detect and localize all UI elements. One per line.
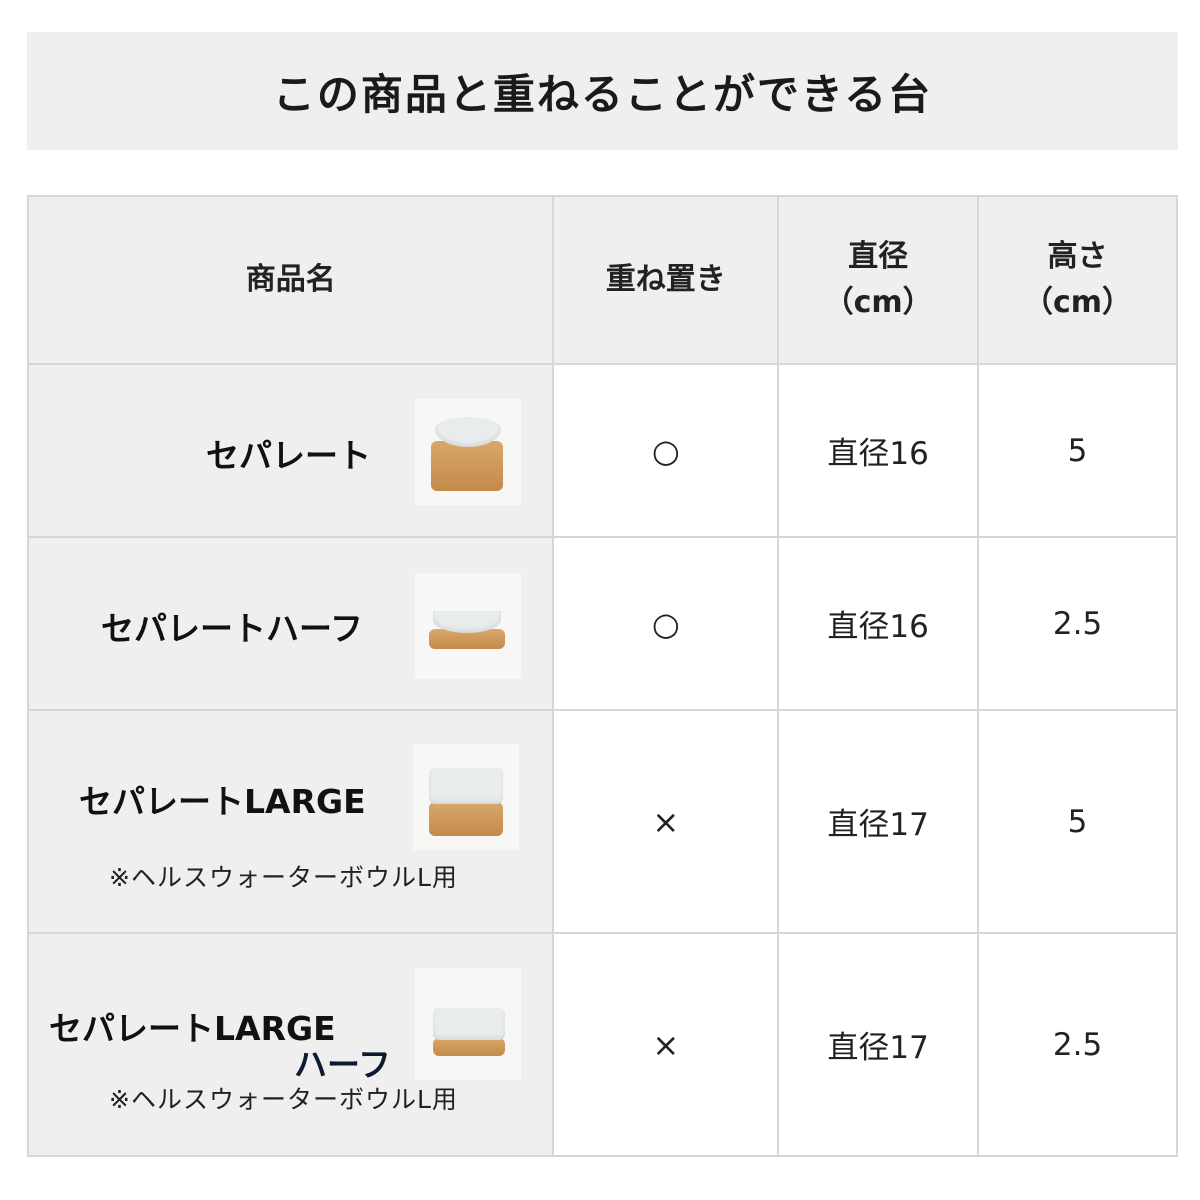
stackable-value: ○	[552, 363, 780, 538]
height-value: 5	[977, 363, 1178, 538]
product-name: セパレートLARGE	[79, 782, 366, 821]
height-value: 5	[977, 709, 1178, 934]
product-cell: セパレートLARGE ハーフ ※ヘルスウォーターボウルL用	[26, 932, 555, 1157]
diameter-value: 直径17	[777, 932, 980, 1157]
stackable-base-table: 商品名 重ね置き 直径 （cm） 高さ （cm） セパレート ○ 直径16 5 セパ…	[26, 195, 1178, 1157]
table-row: セパレート ○ 直径16 5	[26, 363, 1178, 538]
product-cell: セパレート	[26, 363, 555, 538]
header-product-name: 商品名	[26, 195, 555, 365]
stackable-value: ○	[552, 536, 780, 711]
header-diameter: 直径 （cm）	[777, 195, 980, 365]
product-image	[413, 744, 519, 850]
product-name-line2: ハーフ	[294, 1045, 392, 1084]
diameter-value: 直径16	[777, 536, 980, 711]
header-diameter-label: 直径	[848, 239, 909, 274]
product-note: ※ヘルスウォーターボウルL用	[109, 1085, 458, 1114]
height-value: 2.5	[977, 536, 1178, 711]
table-row: セパレートLARGE ハーフ ※ヘルスウォーターボウルL用 × 直径17 2.5	[26, 932, 1178, 1157]
product-image	[415, 399, 521, 505]
product-cell: セパレートハーフ	[26, 536, 555, 711]
product-name: セパレートLARGE	[49, 1009, 336, 1048]
stackable-value: ×	[552, 932, 780, 1157]
product-image	[415, 968, 521, 1080]
product-name: セパレート	[206, 436, 371, 475]
product-image	[415, 573, 521, 679]
header-height-unit: （cm）	[1023, 285, 1133, 320]
product-cell: セパレートLARGE ※ヘルスウォーターボウルL用	[26, 709, 555, 934]
table-row: セパレートハーフ ○ 直径16 2.5	[26, 536, 1178, 711]
height-value: 2.5	[977, 932, 1178, 1157]
header-height: 高さ （cm）	[977, 195, 1178, 365]
page-title: この商品と重ねることができる台	[272, 69, 933, 119]
title-banner: この商品と重ねることができる台	[27, 32, 1178, 150]
table-row: セパレートLARGE ※ヘルスウォーターボウルL用 × 直径17 5	[26, 709, 1178, 934]
header-height-label: 高さ	[1047, 239, 1108, 274]
diameter-value: 直径17	[777, 709, 980, 934]
stackable-value: ×	[552, 709, 780, 934]
header-stackable: 重ね置き	[552, 195, 780, 365]
diameter-value: 直径16	[777, 363, 980, 538]
table-header-row: 商品名 重ね置き 直径 （cm） 高さ （cm）	[26, 195, 1178, 365]
product-note: ※ヘルスウォーターボウルL用	[109, 863, 458, 892]
product-name: セパレートハーフ	[101, 609, 364, 648]
header-diameter-unit: （cm）	[823, 285, 933, 320]
